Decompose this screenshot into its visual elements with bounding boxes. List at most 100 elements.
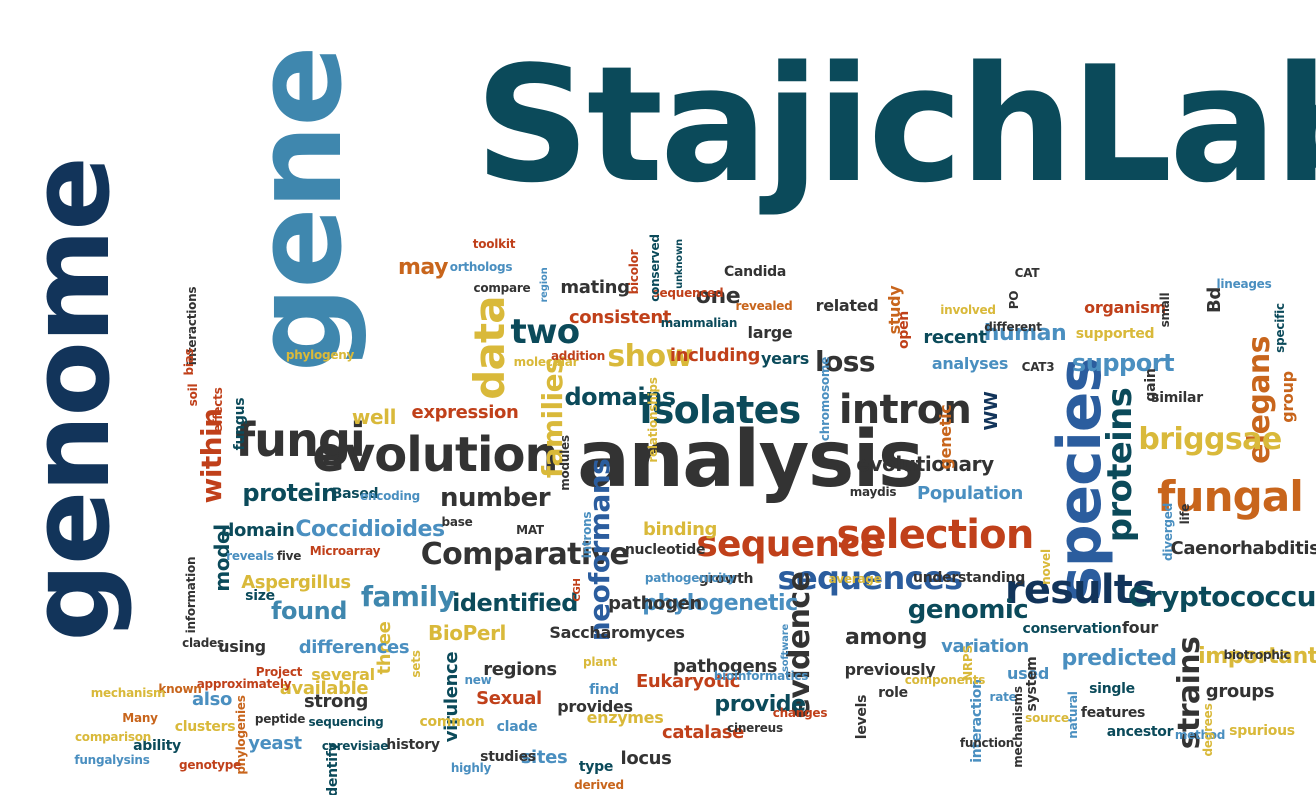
word-gene: gene (230, 47, 369, 373)
word-sequences: sequences (777, 559, 964, 597)
word-revealed: revealed (735, 299, 793, 313)
word-mechanism: mechanism (90, 686, 166, 700)
word-cat: CAT (1014, 266, 1040, 280)
word-eukaryotic: Eukaryotic (635, 671, 741, 692)
word-cat3: CAT3 (1021, 360, 1055, 374)
word-supported: supported (1075, 326, 1155, 342)
word-binding: binding (642, 519, 718, 540)
word-components: components (904, 673, 986, 687)
word-yeast: yeast (248, 733, 302, 754)
word-support: support (1071, 349, 1175, 377)
word-large: large (747, 323, 793, 342)
word-saccharomyces: Saccharomyces (549, 623, 685, 642)
word-provide: provide (714, 692, 806, 717)
word-pathogen: pathogen (608, 593, 702, 614)
word-bicolor: bicolor (627, 249, 641, 295)
word-region: region (539, 267, 550, 303)
word-comparative: Comparative (420, 537, 630, 572)
word-phylogeny: phylogeny (285, 348, 355, 362)
word-available: available (279, 678, 369, 699)
word-toolkit: toolkit (472, 237, 516, 251)
word-fungal: fungal (1157, 472, 1304, 521)
word-previously: previously (844, 660, 936, 679)
word-understanding: understanding (913, 570, 1025, 586)
word-protein: protein (242, 479, 338, 507)
word-type: type (578, 759, 614, 775)
word-candida: Candida (723, 264, 787, 280)
word-conserved: conserved (648, 234, 662, 302)
word-ww: WW (981, 391, 1002, 431)
word-mating: mating (560, 277, 630, 298)
word-regions: regions (483, 659, 557, 680)
word-ancestor: ancestor (1106, 724, 1174, 740)
word-changes: changes (772, 706, 828, 720)
word-interaction: interaction (969, 679, 985, 763)
word-intron: intron (838, 387, 972, 433)
word-enzymes: enzymes (586, 708, 664, 727)
word-known: known (158, 682, 202, 696)
word-may: may (397, 255, 449, 280)
word-comparison: comparison (74, 730, 152, 744)
word-clade: clade (496, 719, 538, 735)
word-maydis: maydis (849, 485, 897, 499)
word-ability: ability (133, 738, 181, 754)
word-recent: recent (923, 327, 987, 348)
word-studies: studies (480, 749, 536, 765)
word-cryptococcus: Cryptococcus (1127, 580, 1316, 613)
word-organism: organism (1084, 298, 1166, 317)
word-two: two (510, 312, 581, 352)
word-small: small (1158, 292, 1172, 328)
word-used: used (1007, 664, 1049, 683)
word-results: results (1004, 567, 1156, 613)
word-natural: natural (1066, 691, 1080, 739)
word-years: years (761, 349, 809, 368)
word-also: also (192, 689, 232, 710)
word-genome: genome (6, 158, 134, 642)
word-among: among (844, 625, 928, 650)
word-mat: MAT (516, 523, 544, 537)
word-biotrophic: biotrophic (1223, 648, 1291, 662)
word-growth: growth (698, 571, 754, 587)
word-modules: modules (558, 435, 572, 491)
word-show: show (607, 339, 693, 374)
word-highly: highly (450, 761, 492, 775)
word-based: Based (331, 486, 379, 502)
word-genetic: genetic (936, 404, 955, 470)
word-loss: loss (815, 345, 875, 378)
word-evolutionary: evolutionary (856, 452, 994, 476)
word-spurious: spurious (1229, 723, 1295, 739)
word-sexual: Sexual (476, 688, 542, 709)
word-found: found (271, 597, 347, 625)
word-domains: domains (564, 383, 676, 411)
word-isolates: isolates (639, 388, 802, 432)
word-mammalian: mammalian (660, 316, 738, 330)
word-size: size (245, 588, 275, 604)
word-system: system (1024, 656, 1040, 712)
word-identified: identified (452, 589, 578, 617)
word-new: new (464, 673, 492, 687)
word-caenorhabditis: Caenorhabditis (1170, 538, 1316, 559)
word-five: five (276, 549, 302, 563)
word-method: method (1174, 728, 1226, 742)
word-clades: clades (182, 636, 224, 650)
word-open: open (896, 311, 912, 349)
word-average: average (828, 572, 882, 586)
word-clusters: clusters (174, 719, 236, 735)
word-conservation: conservation (1022, 621, 1122, 637)
word-locus: locus (620, 748, 672, 769)
word-unknown: unknown (674, 239, 685, 289)
word-family: family (360, 580, 456, 613)
word-provides: provides (557, 697, 633, 716)
word-approximately: approximately (196, 677, 292, 691)
word-find: find (589, 682, 619, 698)
word-consistent: consistent (568, 307, 672, 328)
word-briggsae: briggsae (1138, 422, 1282, 457)
word-cgh: CGH (572, 578, 583, 602)
word-base: base (441, 515, 473, 529)
word-software: software (780, 623, 791, 673)
word-related: related (815, 296, 879, 315)
word-plant: plant (583, 655, 617, 669)
word-soil: soil (186, 383, 200, 407)
word-pathogens: pathogens (672, 656, 778, 677)
